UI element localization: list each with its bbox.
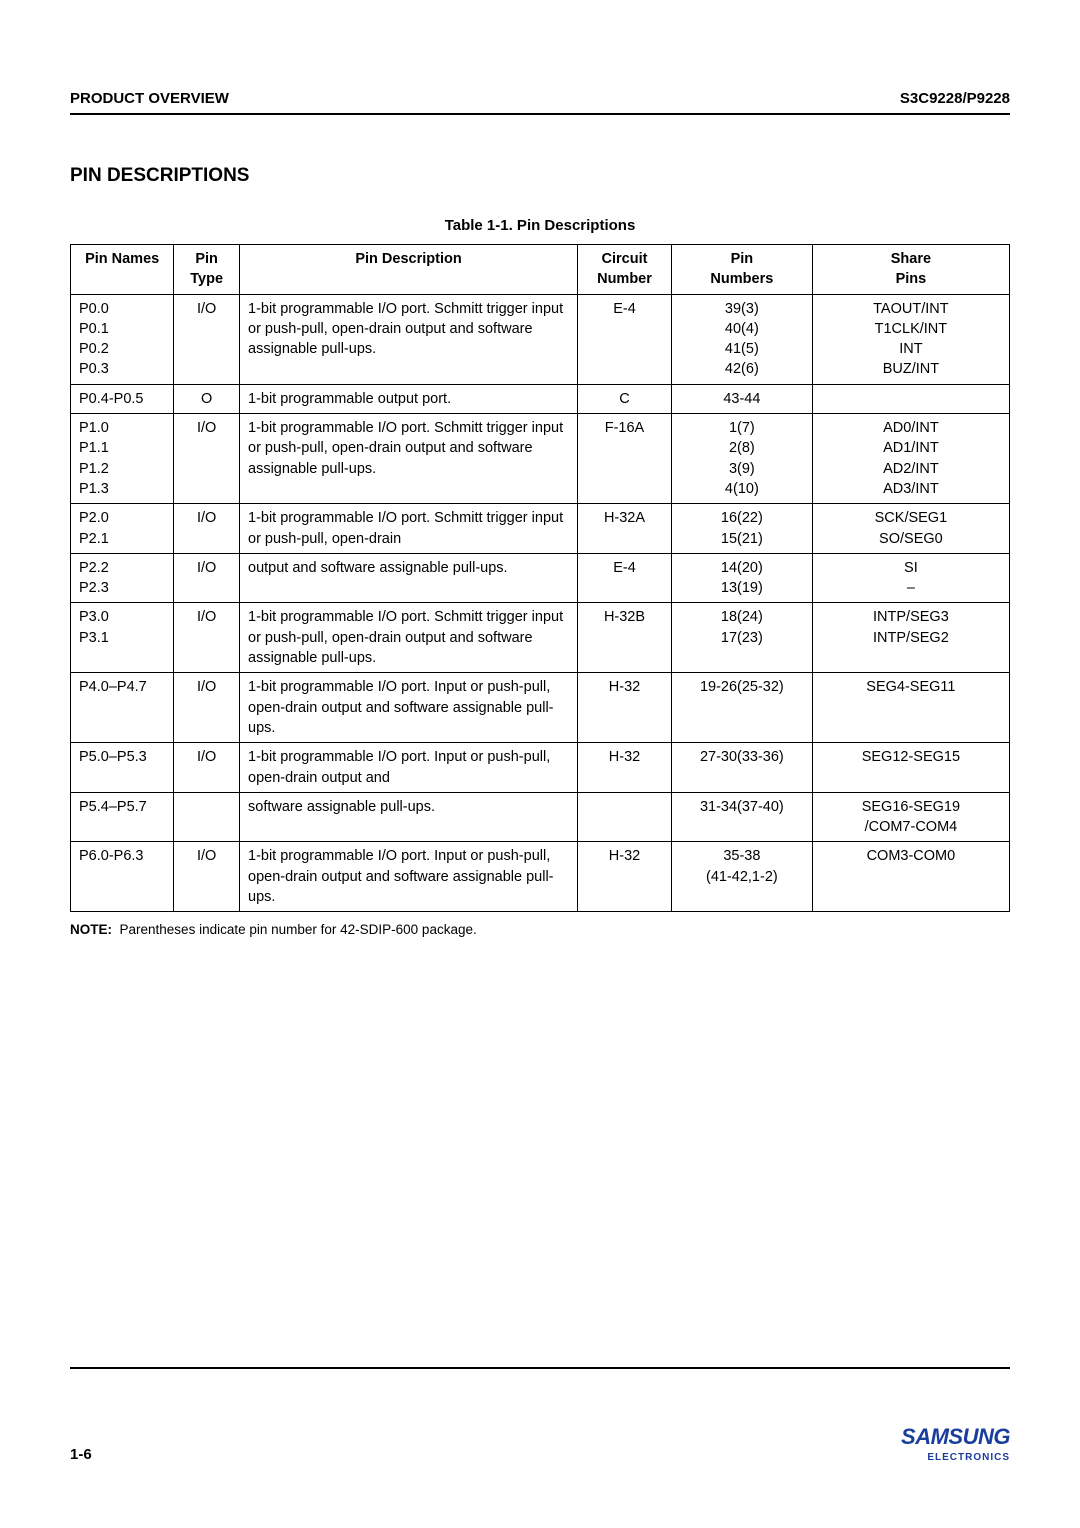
page-footer: 1-6 SAMSUNG ELECTRONICS <box>70 1367 1010 1463</box>
cell-pin-type: I/O <box>174 294 240 384</box>
cell-pin-description: 1-bit programmable I/O port. Input or pu… <box>240 673 578 743</box>
cell-pin-description: 1-bit programmable I/O port. Schmitt tri… <box>240 414 578 504</box>
header-right: S3C9228/P9228 <box>900 90 1010 107</box>
cell-pin-names: P0.0 P0.1 P0.2 P0.3 <box>71 294 174 384</box>
cell-pin-type: I/O <box>174 842 240 912</box>
cell-pin-numbers: 18(24) 17(23) <box>671 603 812 673</box>
cell-pin-description: software assignable pull-ups. <box>240 792 578 842</box>
pin-descriptions-table: Pin Names Pin Type Pin Description Circu… <box>70 244 1010 912</box>
cell-circuit-number <box>578 792 672 842</box>
cell-pin-description: 1-bit programmable I/O port. Input or pu… <box>240 743 578 793</box>
section-title: PIN DESCRIPTIONS <box>70 165 1010 187</box>
cell-share-pins: SCK/SEG1 SO/SEG0 <box>812 504 1009 554</box>
page-header: PRODUCT OVERVIEW S3C9228/P9228 <box>70 90 1010 115</box>
cell-pin-description: 1-bit programmable output port. <box>240 384 578 413</box>
cell-circuit-number: H-32 <box>578 842 672 912</box>
cell-pin-description: 1-bit programmable I/O port. Input or pu… <box>240 842 578 912</box>
col-header-type: Pin Type <box>174 245 240 295</box>
table-row: P0.0 P0.1 P0.2 P0.3I/O1-bit programmable… <box>71 294 1010 384</box>
cell-pin-numbers: 27-30(33-36) <box>671 743 812 793</box>
cell-pin-names: P2.2 P2.3 <box>71 553 174 603</box>
cell-circuit-number: H-32 <box>578 673 672 743</box>
cell-share-pins: SEG16-SEG19 /COM7-COM4 <box>812 792 1009 842</box>
cell-circuit-number: H-32B <box>578 603 672 673</box>
table-note: NOTE: Parentheses indicate pin number fo… <box>70 922 1010 937</box>
col-header-circuit: Circuit Number <box>578 245 672 295</box>
cell-circuit-number: H-32 <box>578 743 672 793</box>
cell-pin-names: P1.0 P1.1 P1.2 P1.3 <box>71 414 174 504</box>
cell-circuit-number: E-4 <box>578 294 672 384</box>
table-row: P2.0 P2.1I/O1-bit programmable I/O port.… <box>71 504 1010 554</box>
header-left: PRODUCT OVERVIEW <box>70 90 229 107</box>
table-row: P2.2 P2.3I/Ooutput and software assignab… <box>71 553 1010 603</box>
cell-share-pins: SEG12-SEG15 <box>812 743 1009 793</box>
col-header-names: Pin Names <box>71 245 174 295</box>
table-row: P5.0–P5.3I/O1-bit programmable I/O port.… <box>71 743 1010 793</box>
cell-share-pins: COM3-COM0 <box>812 842 1009 912</box>
cell-pin-numbers: 19-26(25-32) <box>671 673 812 743</box>
cell-pin-numbers: 1(7) 2(8) 3(9) 4(10) <box>671 414 812 504</box>
cell-pin-description: 1-bit programmable I/O port. Schmitt tri… <box>240 504 578 554</box>
cell-share-pins: TAOUT/INT T1CLK/INT INT BUZ/INT <box>812 294 1009 384</box>
samsung-logo: SAMSUNG ELECTRONICS <box>901 1424 1010 1463</box>
table-row: P0.4-P0.5O1-bit programmable output port… <box>71 384 1010 413</box>
cell-pin-numbers: 14(20) 13(19) <box>671 553 812 603</box>
cell-share-pins <box>812 384 1009 413</box>
cell-circuit-number: E-4 <box>578 553 672 603</box>
table-row: P5.4–P5.7 software assignable pull-ups. 31… <box>71 792 1010 842</box>
cell-circuit-number: F-16A <box>578 414 672 504</box>
cell-pin-type: I/O <box>174 743 240 793</box>
cell-pin-type: I/O <box>174 553 240 603</box>
cell-pin-numbers: 35-38 (41-42,1-2) <box>671 842 812 912</box>
note-text: Parentheses indicate pin number for 42-S… <box>120 922 477 937</box>
cell-share-pins: INTP/SEG3 INTP/SEG2 <box>812 603 1009 673</box>
col-header-numbers: Pin Numbers <box>671 245 812 295</box>
cell-pin-type: I/O <box>174 673 240 743</box>
cell-pin-names: P2.0 P2.1 <box>71 504 174 554</box>
table-row: P4.0–P4.7I/O1-bit programmable I/O port.… <box>71 673 1010 743</box>
logo-sub-text: ELECTRONICS <box>901 1452 1010 1463</box>
cell-pin-type: I/O <box>174 414 240 504</box>
cell-pin-type: O <box>174 384 240 413</box>
cell-pin-numbers: 16(22) 15(21) <box>671 504 812 554</box>
cell-pin-numbers: 43-44 <box>671 384 812 413</box>
cell-circuit-number: H-32A <box>578 504 672 554</box>
cell-pin-description: output and software assignable pull-ups. <box>240 553 578 603</box>
cell-share-pins: AD0/INT AD1/INT AD2/INT AD3/INT <box>812 414 1009 504</box>
cell-pin-description: 1-bit programmable I/O port. Schmitt tri… <box>240 603 578 673</box>
table-header-row: Pin Names Pin Type Pin Description Circu… <box>71 245 1010 295</box>
cell-pin-names: P5.0–P5.3 <box>71 743 174 793</box>
cell-pin-names: P4.0–P4.7 <box>71 673 174 743</box>
col-header-desc: Pin Description <box>240 245 578 295</box>
page: PRODUCT OVERVIEW S3C9228/P9228 PIN DESCR… <box>0 0 1080 1528</box>
cell-pin-numbers: 31-34(37-40) <box>671 792 812 842</box>
cell-pin-type: I/O <box>174 603 240 673</box>
table-row: P3.0 P3.1I/O1-bit programmable I/O port.… <box>71 603 1010 673</box>
cell-pin-numbers: 39(3) 40(4) 41(5) 42(6) <box>671 294 812 384</box>
cell-pin-type <box>174 792 240 842</box>
cell-pin-names: P0.4-P0.5 <box>71 384 174 413</box>
cell-pin-description: 1-bit programmable I/O port. Schmitt tri… <box>240 294 578 384</box>
table-caption: Table 1-1. Pin Descriptions <box>70 217 1010 234</box>
cell-share-pins: SI – <box>812 553 1009 603</box>
cell-circuit-number: C <box>578 384 672 413</box>
logo-main-text: SAMSUNG <box>901 1424 1010 1450</box>
cell-pin-names: P3.0 P3.1 <box>71 603 174 673</box>
cell-pin-type: I/O <box>174 504 240 554</box>
cell-share-pins: SEG4-SEG11 <box>812 673 1009 743</box>
page-number: 1-6 <box>70 1446 92 1463</box>
cell-pin-names: P5.4–P5.7 <box>71 792 174 842</box>
col-header-share: Share Pins <box>812 245 1009 295</box>
table-row: P1.0 P1.1 P1.2 P1.3I/O1-bit programmable… <box>71 414 1010 504</box>
table-body: P0.0 P0.1 P0.2 P0.3I/O1-bit programmable… <box>71 294 1010 912</box>
note-label: NOTE: <box>70 922 112 937</box>
cell-pin-names: P6.0-P6.3 <box>71 842 174 912</box>
table-row: P6.0-P6.3I/O1-bit programmable I/O port.… <box>71 842 1010 912</box>
